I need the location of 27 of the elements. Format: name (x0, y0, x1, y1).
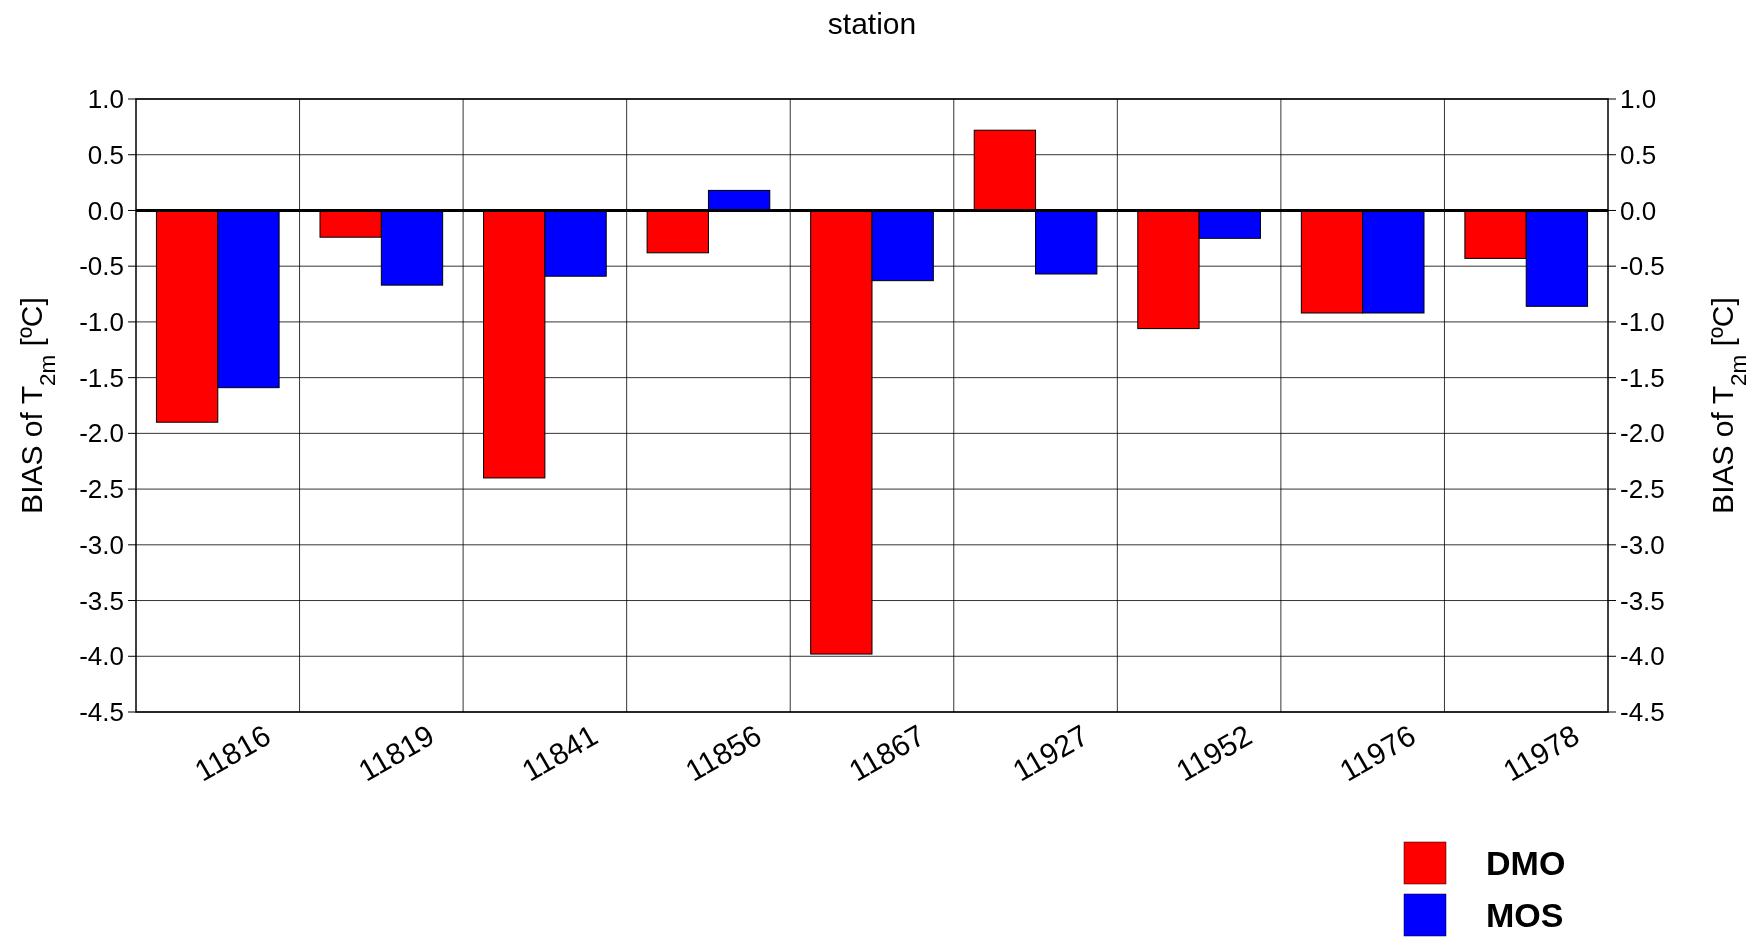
y2-tick-label: -2.5 (1620, 474, 1665, 505)
y-tick-label: 1.0 (87, 84, 124, 115)
y-tick-label: -2.0 (79, 418, 124, 449)
y2-tick-label: -3.5 (1620, 585, 1665, 616)
y-tick-label: -0.5 (79, 251, 124, 282)
y-tick-label: -2.5 (79, 474, 124, 505)
y2-tick-label: -1.5 (1620, 362, 1665, 393)
y-tick-label: -3.5 (79, 585, 124, 616)
y-tick-label: -1.5 (79, 362, 124, 393)
y-tick-label: 0.5 (87, 139, 124, 170)
y2-tick-label: 0.5 (1620, 139, 1657, 170)
legend-label: DMO (1486, 843, 1566, 882)
y2-tick-label: -0.5 (1620, 251, 1665, 282)
y2-tick-label: -1.0 (1620, 307, 1665, 338)
y2-tick-label: -4.0 (1620, 641, 1665, 672)
y-tick-label: -4.0 (79, 641, 124, 672)
y2-tick-label: 0.0 (1620, 195, 1657, 226)
y2-tick-label: 1.0 (1620, 84, 1657, 115)
y-tick-label: -1.0 (79, 307, 124, 338)
y-tick-label: 0.0 (87, 195, 124, 226)
chart-title: station (827, 7, 917, 40)
y-tick-label: -4.5 (79, 697, 124, 728)
y-tick-label: -3.0 (79, 529, 124, 560)
legend-label: MOS (1486, 895, 1564, 934)
y2-tick-label: -2.0 (1620, 418, 1665, 449)
y2-tick-label: -4.5 (1620, 697, 1665, 728)
y2-tick-label: -3.0 (1620, 529, 1665, 560)
